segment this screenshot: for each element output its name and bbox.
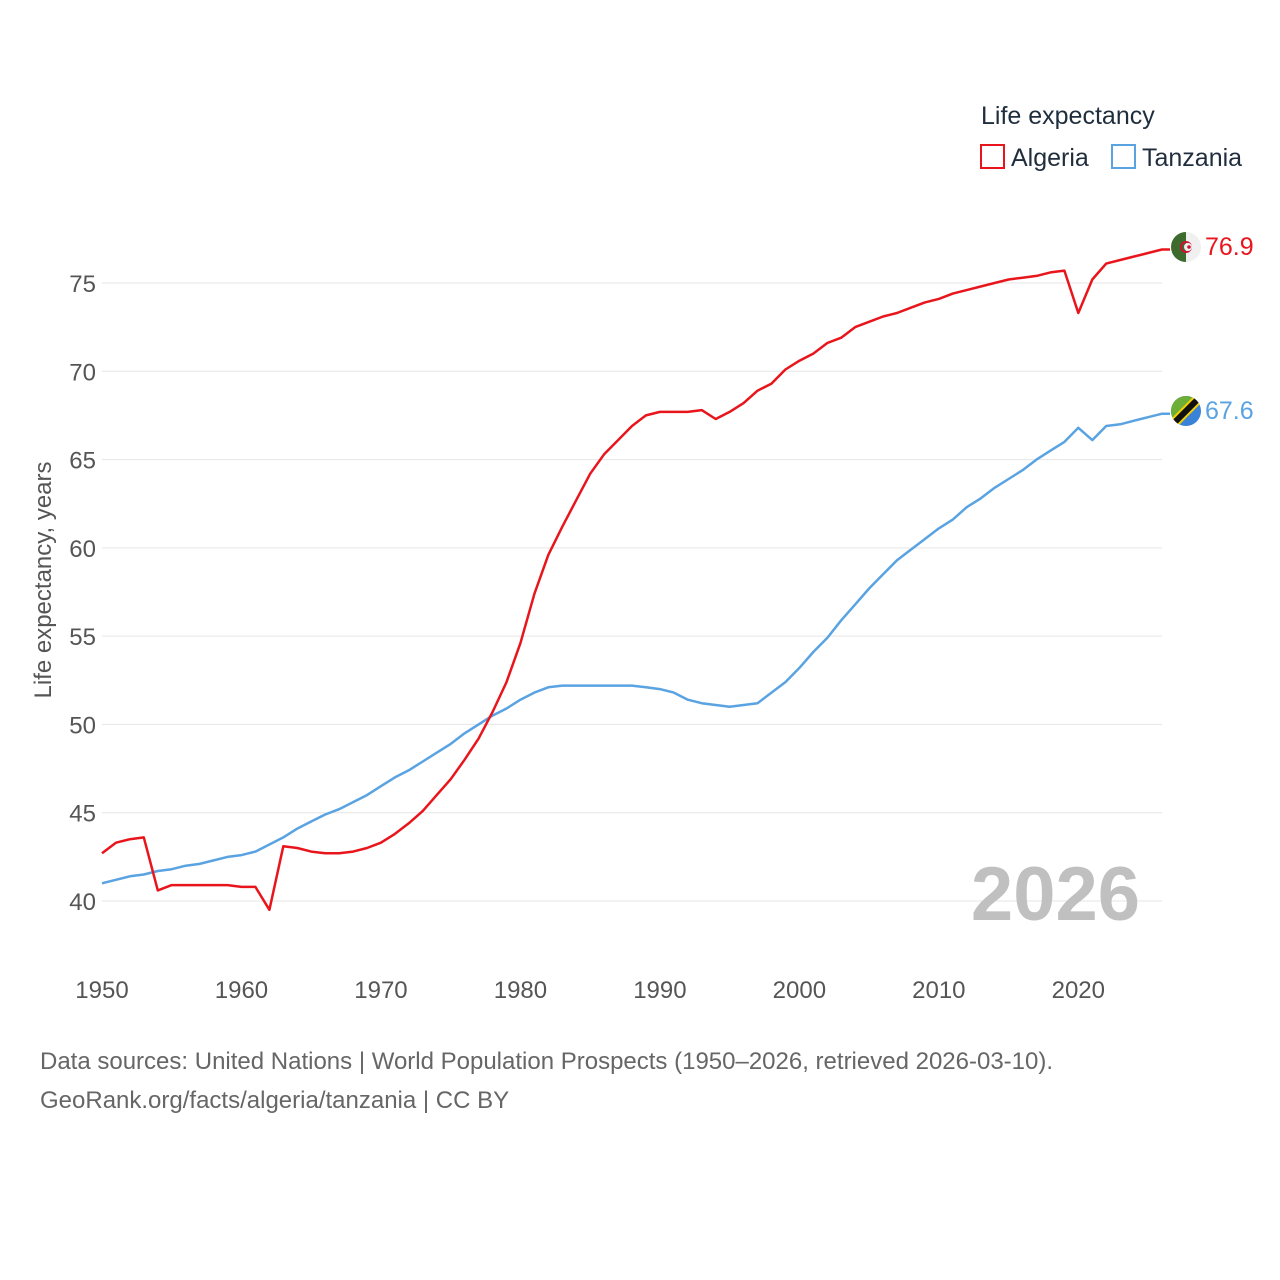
x-tick-label: 1960 — [215, 977, 268, 1004]
legend-label-algeria: Algeria — [1011, 144, 1089, 172]
x-tick-label: 1950 — [75, 977, 128, 1004]
series-line-algeria — [101, 248, 1170, 912]
y-tick-label: 55 — [69, 624, 96, 651]
y-tick-label: 65 — [69, 448, 96, 475]
legend: Life expectancy Algeria Tanzania — [980, 102, 1242, 172]
x-tick-label: 2020 — [1052, 977, 1105, 1004]
end-label-tanzania: 67.6 — [1205, 397, 1254, 425]
y-tick-label: 60 — [69, 536, 96, 563]
legend-item-tanzania[interactable]: Tanzania — [1111, 144, 1242, 172]
tanzania-flag-icon — [1171, 396, 1201, 426]
legend-swatch-tanzania — [1111, 144, 1136, 169]
x-tick-label: 1970 — [354, 977, 407, 1004]
legend-item-algeria[interactable]: Algeria — [980, 144, 1089, 172]
y-axis-ticks: 40 45 50 55 60 65 70 75 — [69, 271, 96, 916]
y-tick-label: 40 — [69, 889, 96, 916]
life-expectancy-chart: 40 45 50 55 60 65 70 75 1950 1960 1970 1980 1990 200… — [30, 102, 1254, 1004]
x-tick-label: 1990 — [633, 977, 686, 1004]
source-line-1: Data sources: United Nations | World Pop… — [40, 1048, 1054, 1075]
legend-swatch-algeria — [980, 144, 1005, 169]
legend-title: Life expectancy — [981, 102, 1155, 130]
year-watermark: 2026 — [971, 852, 1140, 937]
gridlines — [102, 282, 1162, 902]
y-tick-label: 70 — [69, 359, 96, 386]
x-tick-label: 2010 — [912, 977, 965, 1004]
x-tick-label: 2000 — [773, 977, 826, 1004]
source-line-2[interactable]: GeoRank.org/facts/algeria/tanzania | CC … — [40, 1087, 510, 1114]
y-tick-label: 50 — [69, 712, 96, 739]
y-tick-label: 45 — [69, 801, 96, 828]
y-tick-label: 75 — [69, 271, 96, 298]
algeria-flag-icon — [1171, 232, 1201, 262]
series-lines — [101, 248, 1170, 912]
end-label-algeria: 76.9 — [1205, 233, 1254, 261]
source-note: Data sources: United Nations | World Pop… — [40, 1042, 1260, 1120]
x-tick-label: 1980 — [494, 977, 547, 1004]
series-line-tanzania — [101, 412, 1170, 885]
x-axis-ticks: 1950 1960 1970 1980 1990 2000 2010 2020 — [75, 977, 1105, 1004]
y-axis-title: Life expectancy, years — [30, 461, 57, 698]
legend-label-tanzania: Tanzania — [1142, 144, 1242, 172]
